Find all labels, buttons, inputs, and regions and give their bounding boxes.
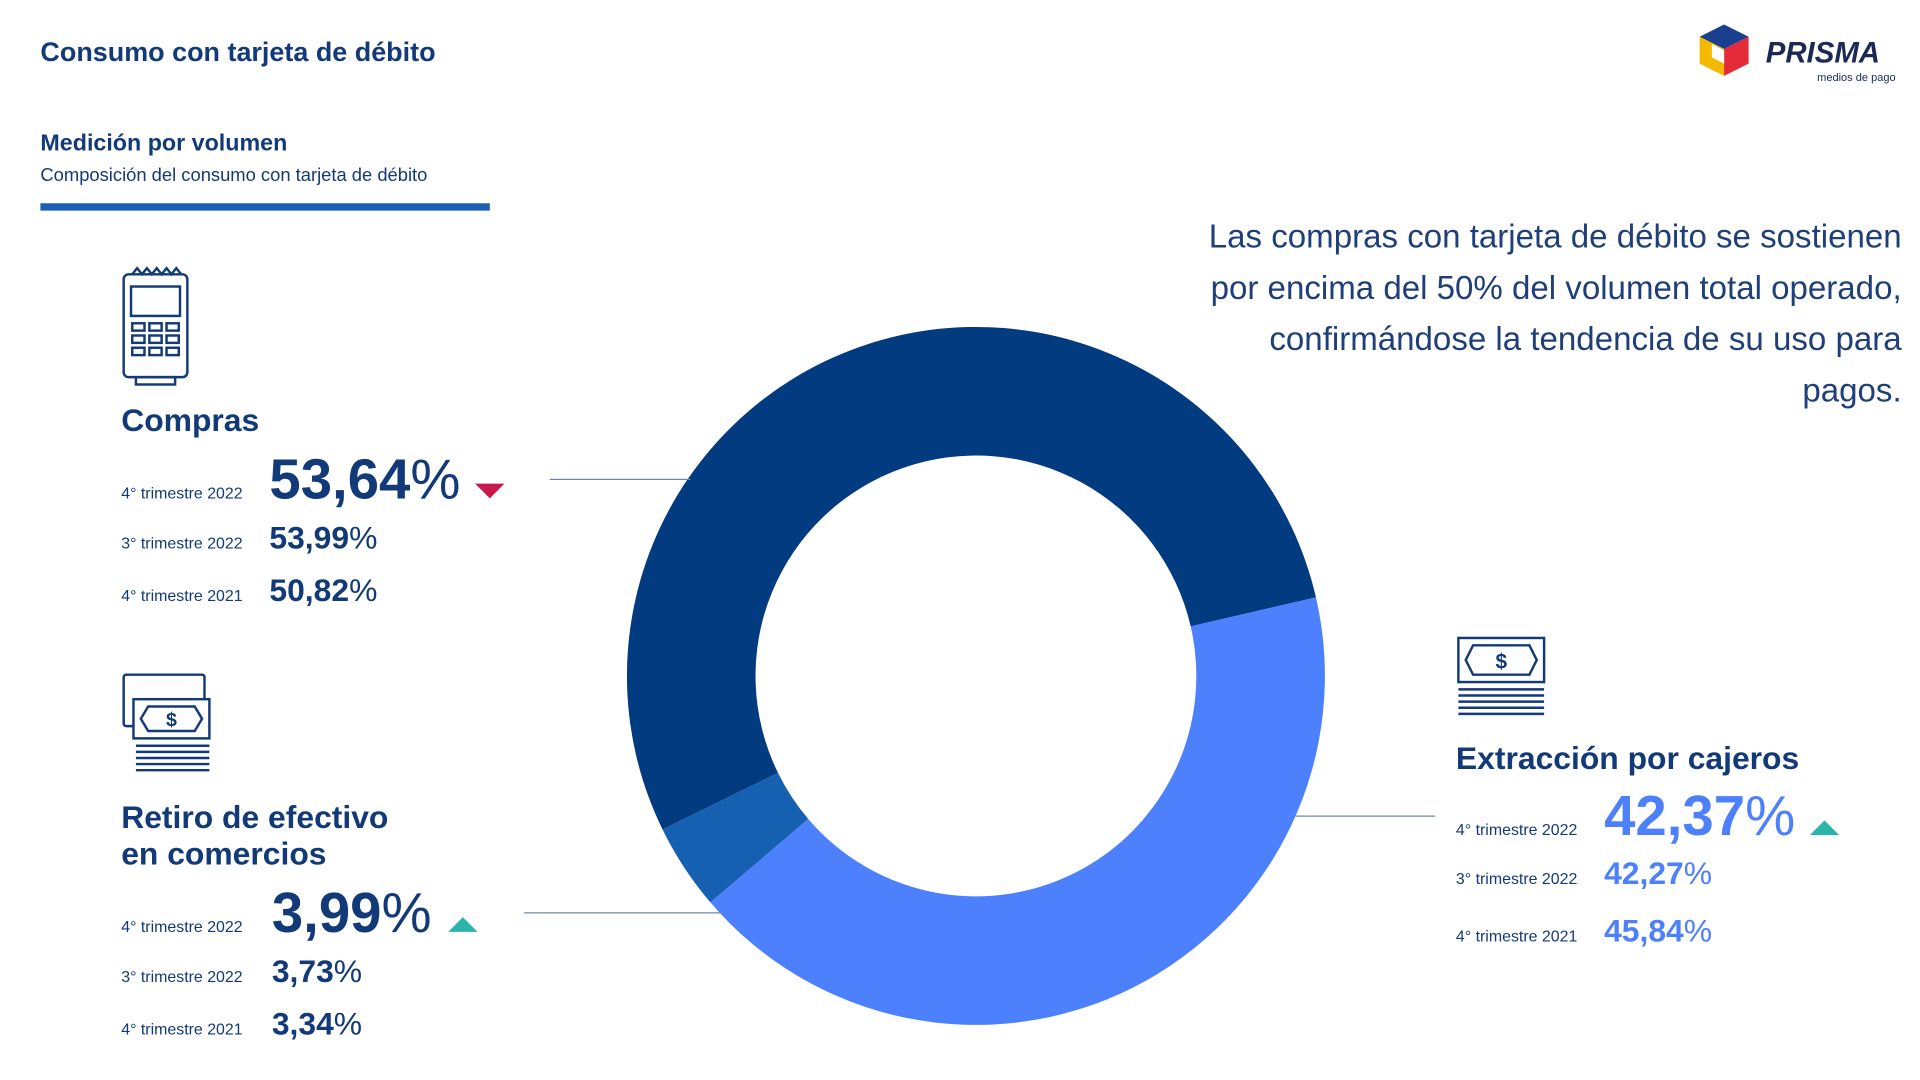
logo-subtext: medios de pago	[1817, 71, 1896, 84]
pos-terminal-icon	[122, 266, 189, 386]
donut-chart	[626, 326, 1325, 1025]
retiro-row-current: 4° trimestre 2022 3,99%	[121, 879, 479, 945]
donut-segment-2	[662, 772, 809, 903]
unit: %	[333, 952, 363, 990]
cash-icon: $	[122, 673, 211, 772]
donut-segment-1	[626, 326, 1316, 830]
category-compras-title: Compras	[121, 401, 260, 439]
unit: %	[349, 519, 378, 556]
unit: %	[381, 880, 432, 945]
category-retiro-title-line1: Retiro de efectivo	[121, 798, 389, 836]
compras-row-current: 4° trimestre 2022 53,64%	[121, 446, 505, 512]
period-label: 4° trimestre 2022	[121, 917, 243, 936]
unit: %	[410, 446, 461, 511]
period-label: 3° trimestre 2022	[1455, 869, 1578, 888]
banknote-icon: $	[1457, 636, 1546, 716]
extraccion-leader-line	[1295, 815, 1436, 817]
unit: %	[333, 1005, 363, 1043]
trend-up-icon	[448, 917, 479, 932]
period-label: 3° trimestre 2022	[121, 967, 243, 986]
value: 50,82	[269, 571, 350, 609]
extraccion-row-current: 4° trimestre 2022 42,37%	[1455, 782, 1840, 848]
period-label: 3° trimestre 2022	[121, 533, 243, 553]
category-extraccion-title: Extracción por cajeros	[1455, 739, 1800, 777]
svg-text:$: $	[1495, 651, 1507, 674]
period-label: 4° trimestre 2022	[121, 483, 243, 503]
value: 42,37	[1604, 783, 1746, 848]
category-retiro-title-line2: en comercios	[121, 835, 327, 872]
svg-text:$: $	[166, 709, 177, 731]
unit: %	[1745, 783, 1796, 848]
category-retiro-title: Retiro de efectivo en comercios	[121, 798, 388, 871]
prisma-logo: PRISMA medios de pago	[1695, 24, 1896, 84]
compras-leader-line	[549, 478, 691, 481]
period-label: 4° trimestre 2021	[121, 1020, 243, 1039]
prisma-logo-icon	[1699, 24, 1749, 76]
page-title: Consumo con tarjeta de débito	[40, 36, 436, 68]
period-label: 4° trimestre 2021	[1455, 926, 1578, 946]
unit: %	[1683, 912, 1713, 949]
trend-up-icon	[1809, 820, 1840, 836]
compras-row-year-ago: 4° trimestre 2021 50,82%	[121, 572, 377, 610]
period-label: 4° trimestre 2021	[121, 586, 243, 605]
compras-row-previous: 3° trimestre 2022 53,99%	[121, 519, 377, 557]
value: 53,99	[269, 519, 350, 556]
value: 3,34	[271, 1005, 334, 1043]
extraccion-row-previous: 3° trimestre 2022 42,27%	[1456, 855, 1712, 893]
logo-text: PRISMA	[1765, 36, 1881, 70]
period-label: 4° trimestre 2022	[1455, 820, 1578, 839]
value: 3,73	[271, 952, 334, 990]
value: 42,27	[1604, 854, 1684, 892]
unit: %	[349, 571, 378, 609]
value: 53,64	[269, 446, 411, 511]
section-underline	[40, 203, 490, 211]
extraccion-row-year-ago: 4° trimestre 2021 45,84%	[1456, 912, 1712, 950]
value: 45,84	[1604, 912, 1684, 949]
retiro-row-year-ago: 4° trimestre 2021 3,34%	[121, 1005, 362, 1043]
trend-down-icon	[475, 483, 505, 499]
value: 3,99	[271, 880, 382, 945]
unit: %	[1683, 854, 1713, 892]
retiro-leader-line	[524, 912, 723, 914]
headline-text: Las compras con tarjeta de débito se sos…	[1208, 217, 1902, 409]
section-heading: Medición por volumen	[40, 131, 288, 157]
section-description: Composición del consumo con tarjeta de d…	[40, 165, 428, 187]
donut-segment-3	[710, 597, 1325, 1025]
retiro-row-previous: 3° trimestre 2022 3,73%	[121, 953, 362, 991]
